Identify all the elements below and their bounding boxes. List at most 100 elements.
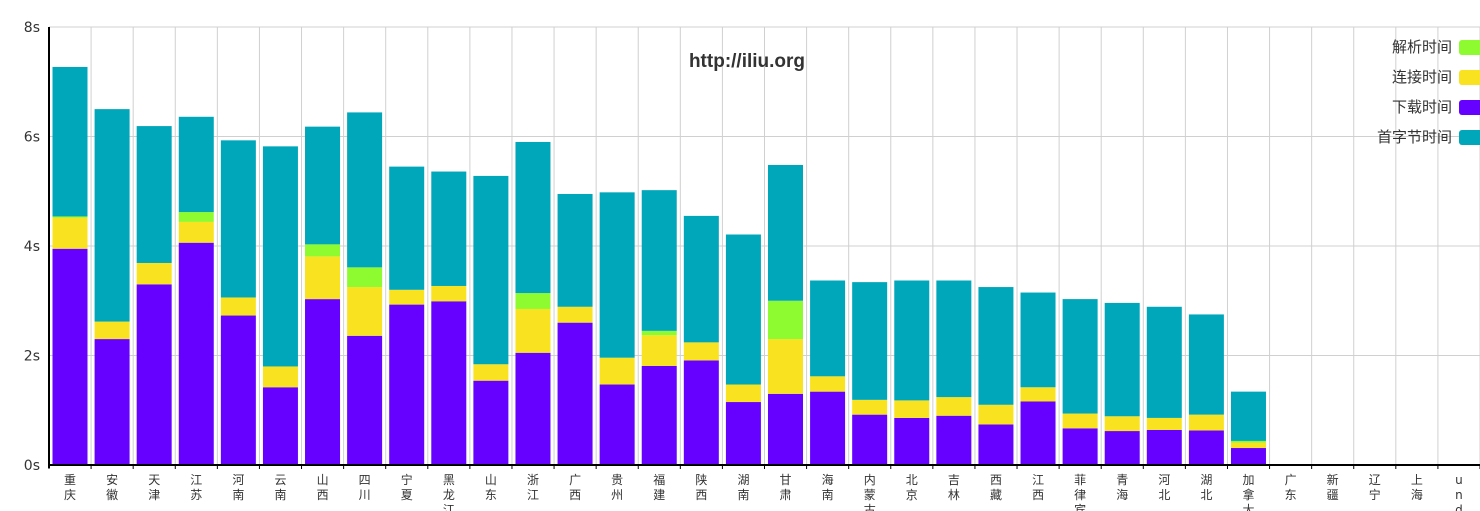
x-tick-label: 山西 xyxy=(317,473,329,502)
bar-segment-黑龙江-连接时间 xyxy=(431,285,467,302)
bar-segment-北京-首字节时间 xyxy=(894,280,930,401)
bar-segment-内蒙古-下载时间 xyxy=(852,414,888,465)
bar-segment-加拿大-连接时间 xyxy=(1230,442,1266,449)
bar-segment-青海-下载时间 xyxy=(1104,431,1140,465)
axes xyxy=(48,27,1480,469)
bar-segment-重庆-连接时间 xyxy=(52,217,88,249)
bar-segment-海南-首字节时间 xyxy=(810,280,846,377)
x-tick-label: 重庆 xyxy=(64,473,76,502)
x-tick-label: 云南 xyxy=(274,473,286,502)
legend-label: 首字节时间 xyxy=(1377,128,1452,146)
bar-segment-西藏-下载时间 xyxy=(978,424,1014,465)
legend-swatch xyxy=(1459,100,1480,115)
bar-segment-宁夏-连接时间 xyxy=(389,289,425,305)
bar-segment-江苏-首字节时间 xyxy=(178,116,214,213)
x-tick-label: 安徽 xyxy=(106,472,118,502)
x-tick-label: 四川 xyxy=(359,473,371,502)
bar-segment-西藏-连接时间 xyxy=(978,404,1014,425)
bar-segment-甘肃-首字节时间 xyxy=(768,164,803,301)
bar-segment-海南-连接时间 xyxy=(810,376,846,392)
x-tick-label: 辽宁 xyxy=(1369,473,1381,502)
bar-segment-重庆-解析时间 xyxy=(52,216,88,218)
bar-segment-四川-解析时间 xyxy=(347,267,383,288)
x-tick-label: 江苏 xyxy=(190,473,202,502)
bar-segment-菲律宾-连接时间 xyxy=(1062,413,1098,429)
x-tick-label: 甘肃 xyxy=(780,473,792,502)
bar-segment-菲律宾-首字节时间 xyxy=(1062,299,1098,414)
y-tick-label: 8s xyxy=(24,20,40,36)
bar-segment-吉林-下载时间 xyxy=(936,415,972,465)
x-tick-label: 山东 xyxy=(485,473,497,502)
y-tick-label: 6s xyxy=(24,130,40,146)
bar-segment-贵州-下载时间 xyxy=(599,384,635,465)
bar-segment-海南-下载时间 xyxy=(810,391,846,465)
bar-segment-浙江-连接时间 xyxy=(515,308,551,353)
x-tick-label: 浙江 xyxy=(527,473,539,502)
bar-segment-江苏-连接时间 xyxy=(178,221,214,243)
x-tick-label: 西藏 xyxy=(990,473,1002,502)
bar-segment-重庆-首字节时间 xyxy=(52,66,88,217)
x-tick-label: 河南 xyxy=(232,473,244,502)
bar-segment-青海-首字节时间 xyxy=(1104,302,1140,417)
bar-segment-山东-首字节时间 xyxy=(473,175,509,365)
bar-segment-甘肃-连接时间 xyxy=(768,339,803,394)
bar-segment-湖北-首字节时间 xyxy=(1188,314,1224,415)
x-tick-label: 菲律宾 xyxy=(1074,473,1086,511)
legend-swatch xyxy=(1459,40,1480,55)
y-tick-labels: 0s 2s 4s 6s 8s xyxy=(24,20,40,474)
bar-segment-安徽-首字节时间 xyxy=(94,109,130,322)
bar-segment-江苏-下载时间 xyxy=(178,242,214,465)
bar-segment-天津-首字节时间 xyxy=(136,126,172,263)
bar-segment-宁夏-首字节时间 xyxy=(389,166,425,290)
bar-segment-北京-下载时间 xyxy=(894,417,930,465)
x-tick-label: 宁夏 xyxy=(401,472,413,502)
x-tick-label: 河北 xyxy=(1158,473,1170,502)
x-tick-label: 天津 xyxy=(148,473,160,502)
legend-swatch xyxy=(1459,70,1480,85)
bar-segment-山西-下载时间 xyxy=(305,299,341,465)
x-tick-label: 上海 xyxy=(1411,473,1423,502)
bar-segment-广西-下载时间 xyxy=(557,322,593,465)
bar-segment-吉林-首字节时间 xyxy=(936,280,972,398)
x-tick-label: 吉林 xyxy=(948,473,960,502)
bar-segment-四川-首字节时间 xyxy=(347,112,383,268)
x-tick-label: 贵州 xyxy=(611,473,623,502)
bar-segment-陕西-下载时间 xyxy=(683,360,719,465)
watermark-text: http://iliu.org xyxy=(689,51,805,72)
bar-segment-福建-首字节时间 xyxy=(641,190,677,331)
bar-segment-河北-首字节时间 xyxy=(1146,306,1182,418)
bar-segment-陕西-连接时间 xyxy=(683,342,719,361)
y-tick-label: 4s xyxy=(24,239,40,255)
bar-segment-天津-连接时间 xyxy=(136,262,172,285)
bar-segment-菲律宾-下载时间 xyxy=(1062,428,1098,465)
bar-segment-浙江-解析时间 xyxy=(515,293,551,309)
bar-segment-北京-连接时间 xyxy=(894,400,930,418)
bar-segment-河北-下载时间 xyxy=(1146,429,1182,465)
legend-swatch xyxy=(1459,130,1480,145)
bar-segment-加拿大-下载时间 xyxy=(1230,448,1266,465)
bar-segment-河南-首字节时间 xyxy=(220,140,256,298)
bar-segment-甘肃-下载时间 xyxy=(768,393,803,465)
y-tick-label: 0s xyxy=(24,458,40,474)
x-tick-label: 青海 xyxy=(1116,473,1128,502)
bar-segment-四川-下载时间 xyxy=(347,335,383,465)
bar-segment-湖南-首字节时间 xyxy=(725,234,761,385)
bar-segment-湖北-连接时间 xyxy=(1188,414,1224,431)
bar-segment-福建-解析时间 xyxy=(641,330,677,336)
x-tick-label: 内蒙古 xyxy=(864,473,876,511)
bar-segment-内蒙古-连接时间 xyxy=(852,399,888,415)
bar-segment-青海-连接时间 xyxy=(1104,416,1140,432)
x-tick-label: 湖北 xyxy=(1200,472,1212,502)
bar-segment-广西-连接时间 xyxy=(557,306,593,323)
bar-segment-加拿大-首字节时间 xyxy=(1230,391,1266,441)
bar-segment-贵州-首字节时间 xyxy=(599,192,635,358)
bar-segment-山东-下载时间 xyxy=(473,380,509,465)
bar-segment-湖北-下载时间 xyxy=(1188,430,1224,465)
bar-segment-四川-连接时间 xyxy=(347,287,383,336)
bar-segment-山东-连接时间 xyxy=(473,364,509,381)
bar-segment-河南-连接时间 xyxy=(220,297,256,316)
bar-segment-安徽-连接时间 xyxy=(94,321,130,340)
